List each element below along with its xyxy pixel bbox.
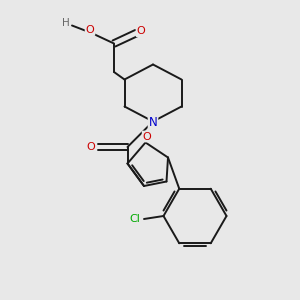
Text: O: O — [86, 142, 95, 152]
Text: O: O — [136, 26, 146, 36]
Text: O: O — [142, 131, 152, 142]
Text: H: H — [61, 17, 69, 28]
Text: O: O — [85, 25, 94, 35]
Text: N: N — [148, 116, 158, 130]
Text: Cl: Cl — [129, 214, 140, 224]
